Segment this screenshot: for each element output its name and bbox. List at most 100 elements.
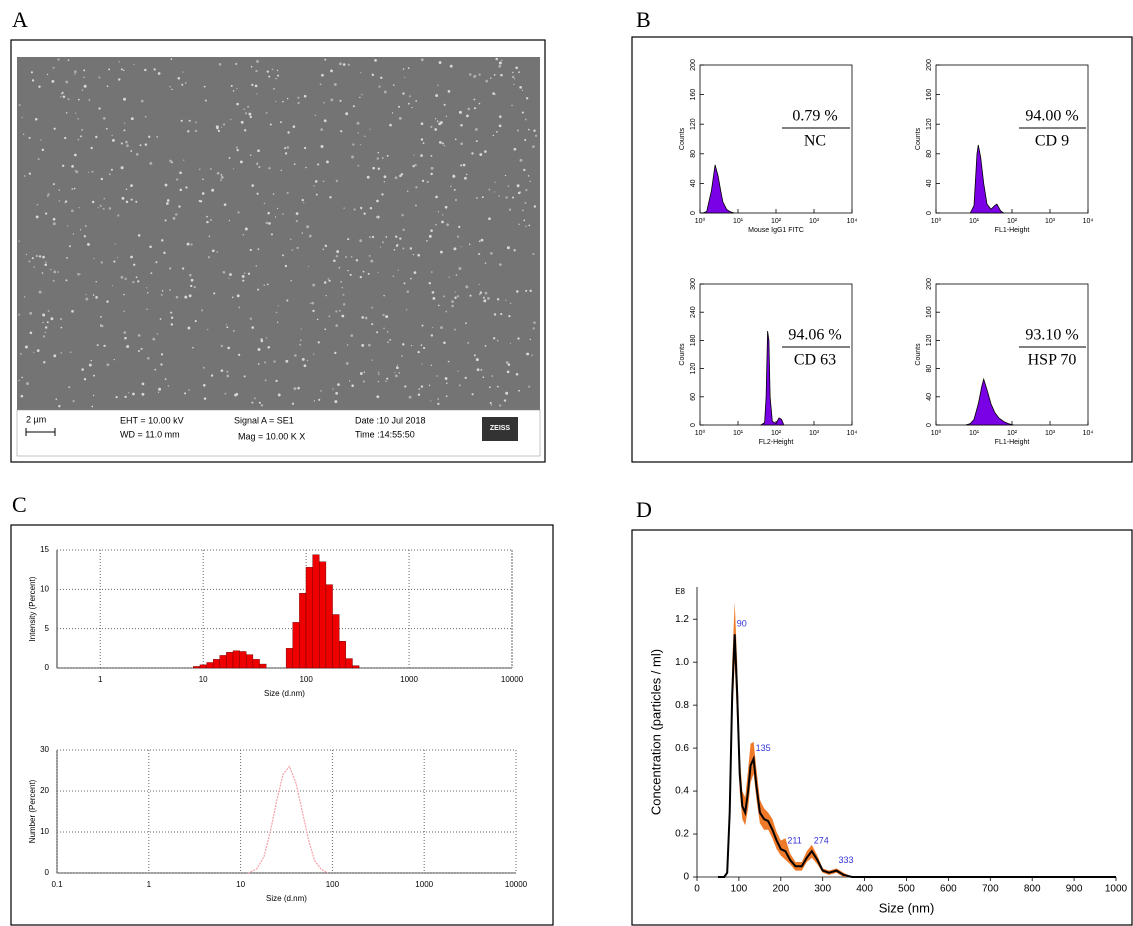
sem-dot (313, 184, 315, 187)
sem-dot (458, 225, 461, 228)
sem-dot (347, 238, 350, 241)
sem-dot (311, 301, 315, 305)
sem-dot (148, 135, 151, 138)
bar (299, 593, 307, 669)
sem-dot (421, 324, 424, 327)
sem-dot (480, 238, 484, 242)
sem-dot (189, 273, 192, 277)
sem-dot (534, 134, 538, 137)
sem-dot (521, 209, 524, 212)
sem-dot (426, 180, 429, 183)
sem-dot (444, 377, 448, 380)
sem-dot (371, 73, 375, 77)
sem-dot (317, 163, 320, 166)
panel-frame (631, 529, 1133, 926)
sem-dot (146, 356, 150, 360)
sem-dot (91, 200, 95, 204)
sem-dot (498, 64, 502, 68)
sem-dot (465, 285, 469, 289)
sem-dot (113, 260, 116, 263)
sem-dot (115, 395, 118, 399)
sem-dot (108, 207, 112, 210)
sem-dot (249, 154, 252, 156)
sem-dot (95, 135, 98, 139)
sem-dot (137, 349, 140, 352)
sem-dot (430, 400, 432, 402)
sem-dot (106, 300, 109, 303)
sem-dot (515, 66, 518, 70)
sem-dot (402, 92, 405, 95)
x-tick-label: 10⁴ (847, 430, 858, 437)
sem-dot (32, 351, 35, 354)
sem-dot (517, 337, 520, 340)
sem-dot (21, 376, 24, 379)
sem-dot (256, 163, 259, 166)
sem-dot (80, 135, 82, 138)
bar (239, 651, 247, 669)
sem-dot (105, 127, 108, 130)
sem-dot (120, 142, 123, 145)
sem-dot (360, 72, 362, 74)
sem-dot (476, 197, 478, 199)
sem-dot (532, 145, 535, 149)
sem-dot (65, 279, 68, 282)
sem-dot (251, 184, 255, 187)
sem-dot (352, 105, 355, 108)
sem-dot (412, 254, 415, 256)
sem-dot (498, 263, 502, 267)
sem-dot (430, 125, 433, 128)
sem-dot (303, 146, 307, 150)
sem-dot (62, 164, 65, 167)
sem-dot (392, 275, 395, 278)
sem-dot (93, 258, 95, 260)
bar (193, 666, 201, 669)
line (718, 634, 1116, 878)
sem-dot (81, 128, 84, 131)
sem-dot (410, 277, 412, 280)
sem-dot (277, 393, 281, 397)
sem-dot (441, 214, 444, 216)
sem-dot (88, 363, 92, 367)
sem-dot (484, 291, 488, 295)
sem-dot (492, 134, 495, 137)
sem-dot (282, 100, 284, 103)
sem-dot (533, 129, 536, 132)
sem-dot (524, 201, 527, 204)
sem-dot (357, 164, 360, 167)
sem-dot (518, 389, 520, 392)
sem-dot (275, 379, 278, 383)
x-tick-label: 10³ (809, 218, 820, 225)
sem-dot (497, 340, 499, 342)
sem-dot (23, 133, 25, 135)
sem-dot (504, 174, 507, 177)
y-tick-label: 30 (40, 745, 49, 754)
sem-dot (276, 207, 279, 210)
sem-dot (377, 167, 381, 170)
sem-dot (339, 99, 342, 102)
sem-dot (123, 310, 126, 313)
x-axis-label: Size (nm) (879, 900, 935, 915)
sem-dot (135, 200, 138, 203)
sem-dot (475, 358, 479, 362)
sem-dot (519, 86, 522, 89)
sem-dot (226, 374, 230, 378)
y-tick-label: 180 (690, 334, 697, 346)
sem-dot (153, 68, 156, 71)
sem-dot (230, 84, 233, 87)
sem-dot (335, 324, 338, 327)
sem-dot (385, 236, 388, 238)
sem-dot (31, 257, 34, 260)
sem-dot (309, 302, 312, 305)
sem-dot (130, 150, 133, 152)
peak-label: 274 (814, 836, 829, 846)
sem-dot (61, 91, 64, 94)
sem-dot (362, 380, 365, 383)
sem-dot (114, 243, 116, 245)
sem-dot (449, 64, 453, 68)
sem-dot (460, 164, 463, 167)
sem-dot (462, 163, 466, 167)
sem-dot (178, 205, 181, 208)
sem-dot (496, 385, 499, 388)
sem-dot (420, 385, 424, 388)
sem-dot (199, 168, 201, 170)
